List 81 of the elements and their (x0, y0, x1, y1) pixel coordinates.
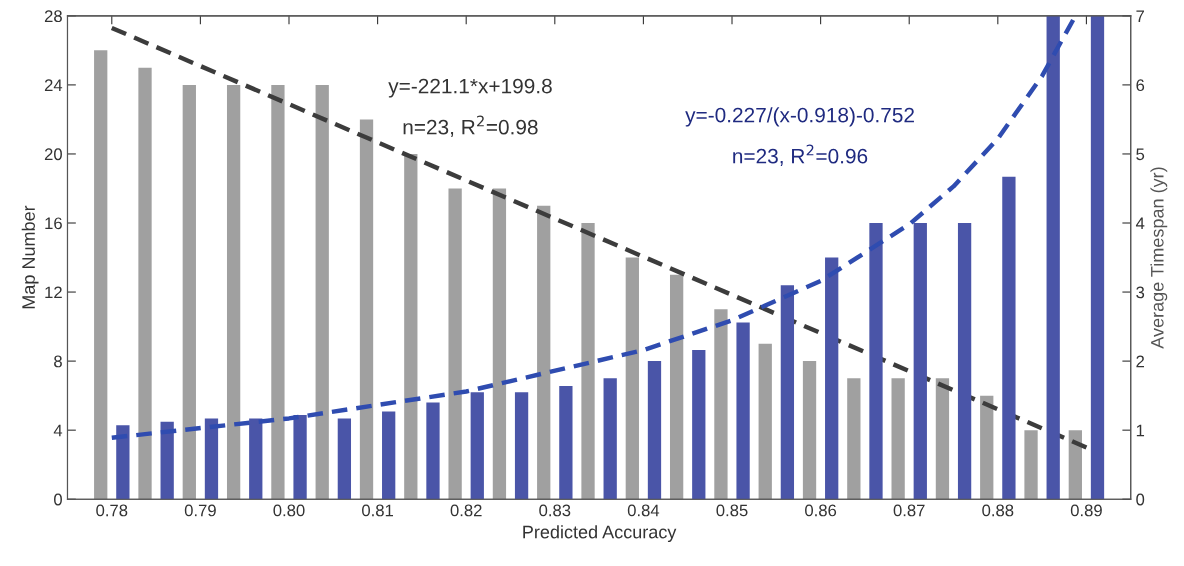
x-tick-label: 0.79 (184, 504, 216, 517)
bar (714, 309, 728, 500)
bar (359, 119, 374, 500)
y-tick-label: 20 (44, 148, 62, 161)
bar (647, 361, 662, 500)
bar (271, 84, 285, 500)
bar (825, 257, 839, 500)
bar (669, 274, 684, 500)
y2-tick-label: 7 (1136, 10, 1145, 22)
bar (337, 418, 352, 500)
x-tick-label: 0.83 (539, 504, 571, 517)
x-tick-label: 0.82 (450, 504, 482, 517)
bar (891, 378, 905, 500)
x-tick-label: 0.78 (96, 504, 128, 517)
annotation: n=23, R$^{2}$=0.96 (733, 144, 868, 167)
bar (382, 411, 396, 500)
bar (537, 205, 551, 500)
y2-tick-label: 1 (1136, 424, 1145, 437)
bar (1090, 15, 1105, 500)
bar (138, 67, 152, 500)
bar (1046, 15, 1060, 500)
bar (249, 418, 263, 500)
bar (847, 378, 861, 500)
x-tick-label: 0.84 (627, 504, 660, 517)
bar (426, 402, 440, 500)
bar (293, 414, 307, 500)
x-tick-label: 0.81 (362, 504, 393, 517)
y2-tick-label: 0 (1136, 493, 1145, 506)
y-tick-label: 4 (53, 424, 63, 437)
y-tick-label: 16 (45, 217, 62, 230)
bar (603, 378, 617, 500)
x-tick-label: 0.88 (982, 504, 1014, 517)
y-tick-label: 12 (45, 286, 62, 299)
bar (94, 50, 108, 500)
y-tick-label: 8 (54, 355, 62, 368)
x-tick-label: 0.89 (1070, 504, 1102, 517)
bar (470, 392, 484, 500)
x-tick-label: 0.87 (893, 504, 925, 517)
annotation: n=23, R$^{2}$=0.98 (403, 115, 538, 138)
y-tick-label: 0 (54, 493, 62, 506)
annotation: y=-0.227/(x-0.918)-0.752 (685, 107, 914, 127)
y2-tick-label: 3 (1136, 286, 1145, 299)
bar (1024, 430, 1038, 500)
y2-tick-label: 5 (1136, 148, 1145, 161)
x-tick-label: 0.85 (716, 504, 748, 517)
bar (869, 223, 883, 500)
y2-tick-label: 2 (1136, 355, 1145, 368)
bar (625, 257, 639, 500)
bar (514, 392, 529, 500)
bar (1002, 176, 1016, 500)
bar (204, 418, 219, 500)
y-axis-title: Map Number (21, 205, 39, 309)
y-tick-label: 24 (44, 79, 63, 91)
x-axis-title: Predicted Accuracy (523, 525, 677, 542)
bar (935, 378, 950, 500)
bar (980, 395, 994, 500)
bar (559, 385, 573, 500)
bar (802, 361, 817, 500)
bar (492, 188, 507, 500)
bar (116, 425, 130, 500)
bar (448, 188, 462, 500)
y2-tick-label: 4 (1135, 217, 1145, 230)
bar (404, 153, 418, 500)
bar (226, 84, 241, 500)
bar (581, 223, 595, 500)
bar (780, 285, 795, 500)
bar (692, 350, 706, 500)
bar (182, 84, 196, 500)
y2-axis-title: Average Timespan (yr) (1150, 167, 1168, 349)
bar (913, 223, 927, 500)
x-tick-label: 0.80 (273, 504, 305, 517)
annotation: y=-221.1*x+199.8 (388, 78, 552, 98)
y-tick-label: 28 (44, 10, 62, 23)
x-tick-label: 0.86 (805, 504, 837, 517)
bar (758, 343, 772, 500)
bar (1068, 430, 1082, 500)
bar (957, 223, 972, 500)
y2-tick-label: 6 (1136, 79, 1145, 92)
bar (736, 322, 750, 500)
bar (160, 421, 174, 500)
bar (315, 84, 329, 500)
